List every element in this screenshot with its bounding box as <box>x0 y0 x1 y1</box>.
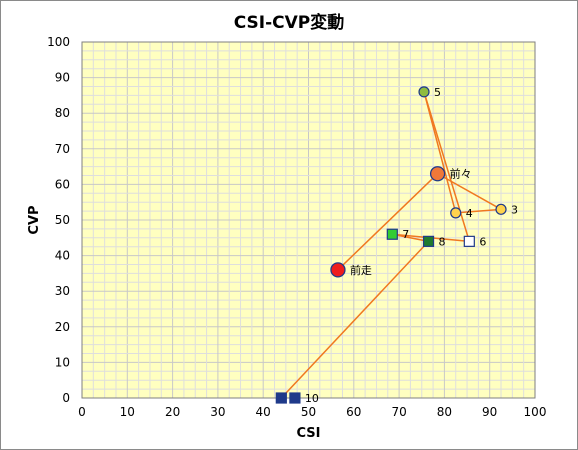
x-tick-label: 30 <box>210 405 225 419</box>
trajectory-lines <box>280 91 502 399</box>
chart-title: CSI-CVP変動 <box>233 13 345 33</box>
trajectory-segment <box>455 208 502 214</box>
y-tick-label: 80 <box>55 106 70 120</box>
x-tick-label: 100 <box>524 405 547 419</box>
y-tick-label: 50 <box>55 213 70 227</box>
y-tick-label: 40 <box>55 249 70 263</box>
trajectory-segment <box>423 91 457 214</box>
axes: 0 10 20 30 40 50 60 70 80 90 100 0 10 20 30 40 50 60 70 80 9… <box>47 35 546 419</box>
y-tick-label: 60 <box>55 177 70 191</box>
trajectory-segment <box>423 91 471 242</box>
data-label: 5 <box>434 86 441 99</box>
data-point-6 <box>463 235 475 247</box>
y-tick-label: 0 <box>62 391 70 405</box>
y-axis-title: CVP <box>27 205 42 234</box>
data-label: 6 <box>479 235 486 248</box>
data-label: 10 <box>305 392 319 405</box>
y-tick-label: 30 <box>55 284 70 298</box>
data-label: 前走 <box>350 263 372 277</box>
data-point-8 <box>422 235 435 247</box>
grid-lines <box>81 41 536 399</box>
x-tick-label: 40 <box>256 405 271 419</box>
y-tick-label: 20 <box>55 320 70 334</box>
y-tick-label: 100 <box>47 35 70 49</box>
x-tick-label: 0 <box>78 405 86 419</box>
plot-border <box>81 41 536 399</box>
data-point-前走 <box>330 262 346 278</box>
data-label: 7 <box>402 228 409 241</box>
data-label: 3 <box>511 203 518 216</box>
data-point-前々 <box>429 166 446 182</box>
data-point-10 <box>289 392 301 404</box>
y-tick-label: 90 <box>55 71 70 85</box>
x-axis-title: CSI <box>297 426 321 441</box>
x-tick-label: 60 <box>346 405 361 419</box>
data-label: 4 <box>466 207 473 220</box>
data-point-3 <box>495 203 507 215</box>
y-tick-label: 70 <box>55 142 70 156</box>
x-tick-label: 90 <box>482 405 497 419</box>
x-tick-label: 20 <box>165 405 180 419</box>
x-tick-label: 50 <box>301 405 316 419</box>
trajectory-segment <box>280 240 430 399</box>
data-label: 8 <box>439 235 446 248</box>
x-tick-label: 70 <box>391 405 406 419</box>
data-point-4 <box>450 207 462 219</box>
data-point-7 <box>386 228 398 240</box>
data-label: 前々 <box>450 167 472 181</box>
x-tick-label: 10 <box>120 405 135 419</box>
x-tick-label: 80 <box>437 405 452 419</box>
trajectory-segment <box>337 173 439 271</box>
data-point-5 <box>418 86 430 98</box>
y-tick-label: 10 <box>55 355 70 369</box>
trajectory-segment <box>437 173 502 210</box>
data-point <box>275 392 287 404</box>
